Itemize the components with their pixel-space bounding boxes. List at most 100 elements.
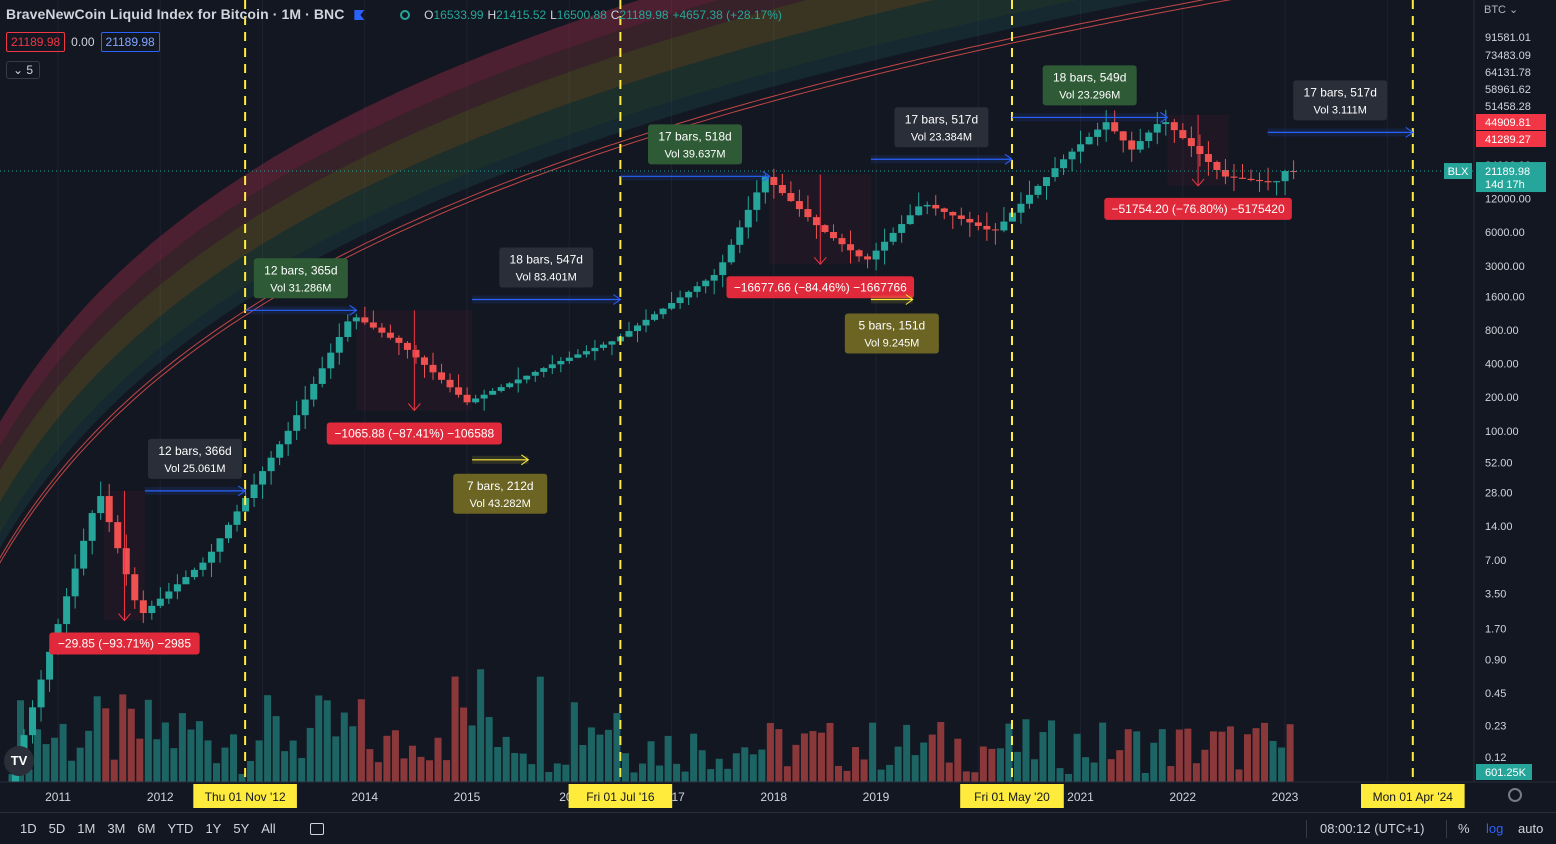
price-tick: 73483.09 bbox=[1485, 50, 1531, 62]
range-1d[interactable]: 1D bbox=[20, 821, 37, 836]
volume-bar bbox=[153, 739, 161, 782]
candle bbox=[881, 241, 889, 251]
volume-bar bbox=[971, 772, 979, 782]
candle bbox=[1247, 178, 1255, 180]
candle bbox=[250, 484, 258, 498]
date-tag: Thu 01 Nov '12 bbox=[205, 790, 286, 804]
range-5y[interactable]: 5Y bbox=[233, 821, 250, 836]
range-6m[interactable]: 6M bbox=[137, 821, 156, 836]
volume-bar bbox=[673, 763, 681, 782]
volume-bar bbox=[1133, 731, 1141, 782]
volume-bar bbox=[664, 735, 672, 782]
volume-bar bbox=[374, 762, 382, 782]
settings-gear-icon[interactable] bbox=[1508, 788, 1522, 802]
volume-bar bbox=[656, 765, 664, 782]
drop-label-bg bbox=[326, 422, 502, 445]
candle bbox=[1025, 194, 1033, 204]
log-toggle[interactable]: log bbox=[1486, 821, 1504, 836]
volume-bar bbox=[1192, 763, 1200, 782]
clock[interactable]: 08:00:12 (UTC+1) bbox=[1320, 821, 1425, 836]
flag-icon[interactable] bbox=[354, 10, 365, 20]
sell-button[interactable]: 21189.98 bbox=[6, 32, 66, 52]
volume-bar bbox=[894, 746, 902, 782]
volume-bar bbox=[1269, 740, 1277, 782]
range-ytd[interactable]: YTD bbox=[167, 821, 194, 836]
price-tick: 1.70 bbox=[1485, 623, 1506, 635]
candle bbox=[1111, 122, 1119, 132]
volume-bar bbox=[630, 772, 638, 782]
candle bbox=[804, 209, 812, 218]
trade-buttons: 21189.98 0.00 21189.98 bbox=[6, 32, 160, 52]
currency-selector[interactable]: BTC ⌄ bbox=[1484, 4, 1519, 16]
candle bbox=[148, 605, 156, 614]
candle bbox=[131, 574, 139, 601]
candle bbox=[608, 341, 616, 345]
range-1m[interactable]: 1M bbox=[77, 821, 96, 836]
volume-bar bbox=[281, 751, 289, 782]
volume-bar bbox=[1107, 759, 1115, 782]
span-label-line1: 12 bars, 366d bbox=[158, 444, 231, 458]
candle bbox=[463, 394, 471, 403]
candle bbox=[395, 337, 403, 343]
candle bbox=[318, 368, 326, 384]
volume-bar bbox=[366, 749, 374, 782]
volume-bar bbox=[1278, 747, 1286, 782]
span-arrow-head bbox=[905, 294, 914, 305]
candle bbox=[1136, 141, 1144, 150]
auto-toggle[interactable]: auto bbox=[1518, 821, 1544, 836]
price-tick: 1600.00 bbox=[1485, 291, 1525, 303]
volume-bar bbox=[758, 749, 766, 782]
candle bbox=[199, 562, 207, 570]
candle bbox=[753, 192, 761, 210]
range-all[interactable]: All bbox=[261, 821, 276, 836]
candle bbox=[1077, 144, 1085, 152]
volume-bar bbox=[817, 732, 825, 782]
candle bbox=[267, 457, 275, 472]
ohlc-low-key: L bbox=[550, 8, 557, 22]
candle bbox=[693, 286, 701, 292]
volume-bar bbox=[340, 712, 348, 782]
price-chart[interactable]: −29.85 (−93.71%) −2985 −1065.88 (−87.41%)… bbox=[0, 0, 1556, 812]
volume-bar bbox=[332, 736, 340, 782]
range-1y[interactable]: 1Y bbox=[205, 821, 222, 836]
candle bbox=[795, 201, 803, 210]
candle bbox=[514, 379, 522, 384]
candle bbox=[531, 371, 539, 376]
span-label-bg bbox=[148, 438, 243, 479]
price-tick: 100.00 bbox=[1485, 426, 1519, 438]
candle bbox=[812, 217, 820, 226]
percent-toggle[interactable]: % bbox=[1458, 821, 1470, 836]
drop-label: −16677.66 (−84.46%) −1667766 bbox=[734, 280, 907, 294]
price-tick: 0.45 bbox=[1485, 688, 1506, 700]
goto-date-icon[interactable] bbox=[309, 822, 324, 835]
volume-bar bbox=[93, 696, 101, 782]
candle bbox=[1230, 176, 1238, 178]
candle bbox=[369, 322, 377, 328]
candle bbox=[412, 349, 420, 358]
span-label-line1: 17 bars, 517d bbox=[1304, 85, 1377, 99]
symbol-title[interactable]: BraveNewCoin Liquid Index for Bitcoin · … bbox=[6, 6, 345, 22]
volume-bar bbox=[1005, 723, 1013, 782]
candle bbox=[540, 368, 548, 372]
symbol-badge: BLX bbox=[1448, 166, 1469, 178]
indicators-toggle[interactable]: ⌄ 5 bbox=[6, 61, 41, 79]
candle bbox=[284, 430, 292, 445]
range-3m[interactable]: 3M bbox=[107, 821, 126, 836]
candle bbox=[548, 364, 556, 369]
span-label-line2: Vol 23.384M bbox=[911, 131, 972, 143]
ohlc-high-key: H bbox=[487, 8, 497, 22]
price-tick: 14.00 bbox=[1485, 521, 1513, 533]
buy-button[interactable]: 21189.98 bbox=[100, 32, 160, 52]
range-5d[interactable]: 5D bbox=[48, 821, 66, 836]
volume-bar bbox=[460, 707, 468, 782]
tradingview-logo-icon[interactable]: TV bbox=[4, 746, 34, 776]
price-tick: 12000.00 bbox=[1485, 194, 1531, 206]
candle bbox=[974, 222, 982, 226]
price-tick: 28.00 bbox=[1485, 488, 1513, 500]
volume-bar bbox=[161, 722, 169, 782]
candle bbox=[301, 399, 309, 416]
volume-bar bbox=[170, 748, 178, 782]
volume-bar bbox=[826, 722, 834, 782]
candle bbox=[1281, 171, 1289, 182]
candle bbox=[1102, 122, 1110, 130]
